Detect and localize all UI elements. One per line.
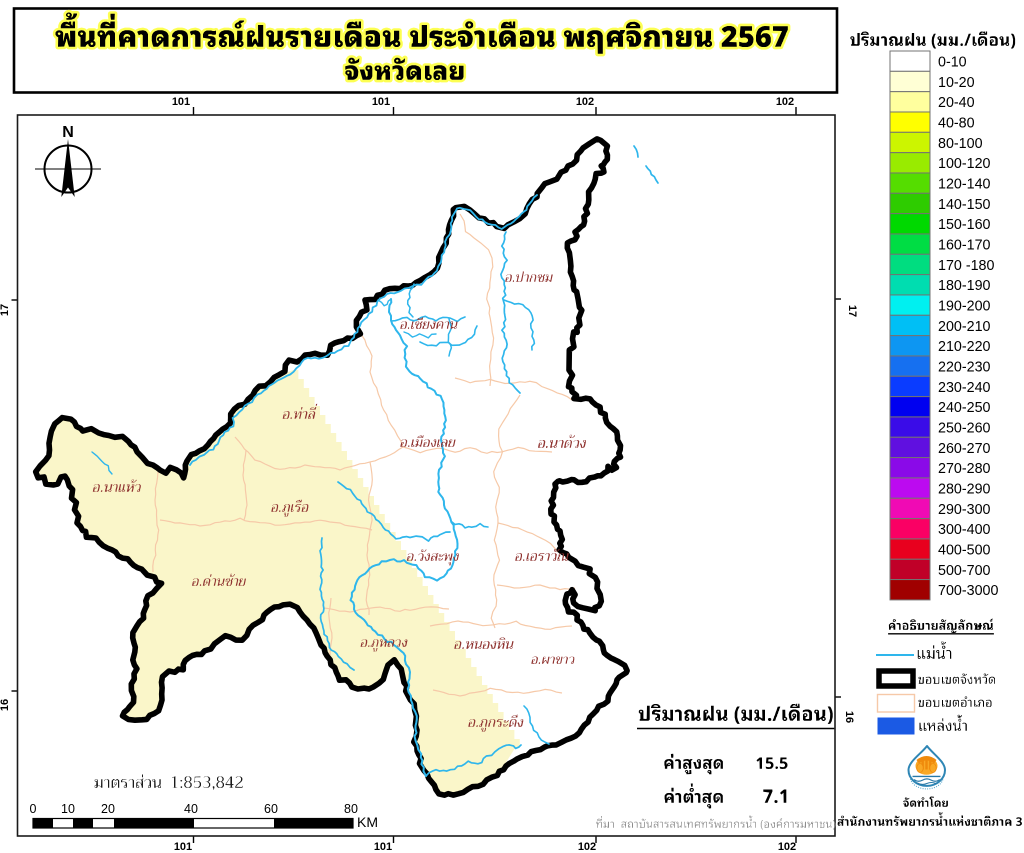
- svg-text:190-200: 190-200: [938, 299, 991, 315]
- svg-text:KM: KM: [357, 814, 378, 830]
- svg-text:200-210: 200-210: [938, 319, 991, 335]
- svg-text:60: 60: [264, 802, 278, 816]
- svg-text:102: 102: [576, 96, 594, 108]
- svg-text:150-160: 150-160: [938, 217, 991, 233]
- svg-text:101: 101: [174, 841, 192, 853]
- svg-text:80-100: 80-100: [938, 136, 983, 152]
- svg-text:16: 16: [0, 699, 11, 711]
- svg-text:160-170: 160-170: [938, 238, 991, 254]
- svg-text:N: N: [62, 124, 74, 141]
- svg-text:80: 80: [344, 802, 358, 816]
- svg-text:101: 101: [374, 841, 392, 853]
- svg-text:40: 40: [184, 802, 198, 816]
- svg-text:500-700: 500-700: [938, 563, 991, 579]
- svg-text:40-80: 40-80: [938, 116, 975, 132]
- svg-text:16: 16: [843, 711, 855, 723]
- svg-text:10-20: 10-20: [938, 75, 975, 91]
- svg-text:120-140: 120-140: [938, 177, 991, 193]
- svg-text:0: 0: [30, 802, 37, 816]
- svg-text:0-10: 0-10: [938, 55, 967, 71]
- svg-text:140-150: 140-150: [938, 197, 991, 213]
- svg-text:270-280: 270-280: [938, 461, 991, 477]
- svg-text:102: 102: [778, 841, 796, 853]
- svg-text:170 -180: 170 -180: [938, 258, 994, 274]
- svg-text:220-230: 220-230: [938, 360, 991, 376]
- svg-text:10: 10: [61, 802, 75, 816]
- svg-text:300-400: 300-400: [938, 522, 991, 538]
- svg-text:240-250: 240-250: [938, 400, 991, 416]
- svg-text:180-190: 180-190: [938, 278, 991, 294]
- svg-text:102: 102: [578, 841, 596, 853]
- svg-text:20: 20: [101, 802, 115, 816]
- svg-text:17: 17: [0, 304, 11, 316]
- svg-text:100-120: 100-120: [938, 156, 991, 172]
- svg-text:17: 17: [846, 305, 858, 317]
- svg-text:101: 101: [172, 96, 190, 108]
- svg-text:210-220: 210-220: [938, 339, 991, 355]
- svg-text:700-3000: 700-3000: [938, 583, 998, 599]
- svg-text:250-260: 250-260: [938, 421, 991, 437]
- svg-text:290-300: 290-300: [938, 502, 991, 518]
- svg-text:400-500: 400-500: [938, 543, 991, 559]
- svg-text:102: 102: [776, 96, 794, 108]
- svg-text:280-290: 280-290: [938, 482, 991, 498]
- svg-text:230-240: 230-240: [938, 380, 991, 396]
- svg-text:101: 101: [372, 96, 390, 108]
- svg-text:20-40: 20-40: [938, 95, 975, 111]
- svg-text:260-270: 260-270: [938, 441, 991, 457]
